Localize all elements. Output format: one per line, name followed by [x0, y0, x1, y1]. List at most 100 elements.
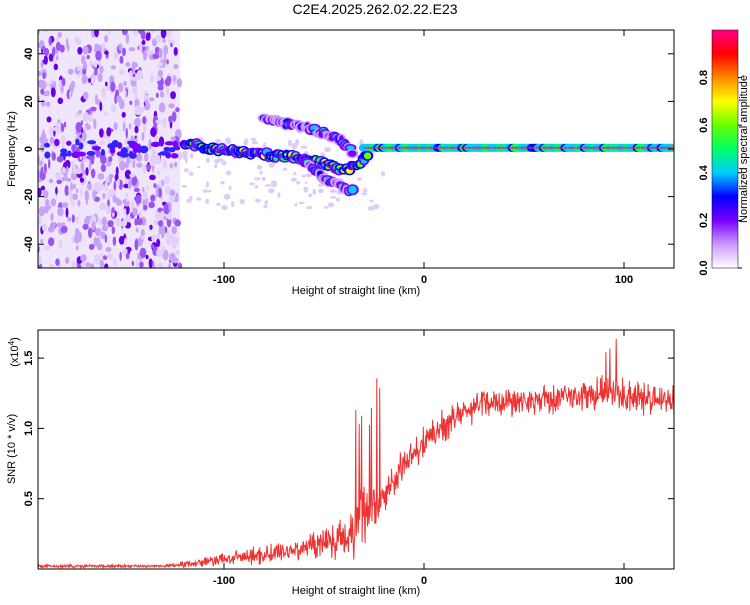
noise-speckle: [71, 193, 79, 201]
noise-speckle: [70, 172, 78, 181]
halo-dot: [205, 181, 210, 188]
halo-dot: [300, 145, 308, 149]
halo-dot: [254, 185, 259, 189]
x-tick-label: -100: [213, 274, 235, 286]
noise-speckle: [162, 158, 168, 169]
noise-speckle: [38, 187, 42, 197]
noise-speckle: [60, 84, 64, 94]
noise-speckle: [162, 117, 167, 129]
noise-speckle: [99, 101, 103, 112]
y-tick-label: 20: [23, 95, 35, 107]
noise-speckle: [171, 240, 177, 250]
halo-dot: [283, 167, 288, 171]
noise-speckle: [169, 252, 176, 264]
noise-speckle: [72, 163, 77, 175]
noise-speckle: [66, 44, 70, 52]
noise-speckle: [94, 43, 99, 54]
halo-dot: [230, 200, 235, 208]
noise-speckle: [135, 153, 143, 162]
noise-speckle: [38, 254, 42, 266]
noise-band-blob: [66, 140, 72, 146]
noise-speckle: [48, 263, 54, 268]
halo-dot: [318, 188, 324, 194]
halo-dot: [250, 137, 257, 141]
noise-speckle: [103, 111, 109, 117]
noise-speckle: [57, 97, 64, 105]
noise-speckle: [153, 219, 158, 226]
colorbar-tick-label: 0.6: [698, 118, 710, 133]
noise-band-blob: [44, 151, 51, 159]
chart-title: C2E4.2025.262.02.22.E23: [292, 1, 457, 17]
noise-speckle: [107, 199, 110, 207]
noise-speckle: [48, 36, 52, 45]
noise-speckle: [132, 86, 138, 95]
noise-speckle: [75, 188, 79, 194]
colorbar-label: Normalized spectral amplitude: [738, 75, 750, 223]
noise-speckle: [142, 116, 147, 125]
noise-band-blob: [129, 152, 137, 159]
noise-speckle: [132, 160, 136, 169]
noise-speckle: [171, 237, 178, 242]
noise-band-blob: [75, 138, 80, 146]
noise-speckle: [90, 106, 97, 112]
halo-dot: [184, 157, 188, 164]
noise-speckle: [135, 257, 140, 268]
noise-speckle: [155, 92, 159, 98]
noise-speckle: [139, 247, 147, 259]
noise-speckle: [171, 39, 175, 46]
noise-speckle: [89, 263, 95, 268]
noise-speckle: [99, 259, 105, 268]
halo-dot: [369, 199, 374, 203]
noise-speckle: [130, 200, 135, 211]
halo-dot: [256, 164, 263, 170]
noise-speckle: [136, 217, 143, 226]
noise-speckle: [119, 99, 125, 110]
noise-band-blob: [60, 148, 68, 154]
noise-speckle: [49, 136, 55, 144]
noise-speckle: [42, 30, 49, 33]
upper-track-mark: [346, 145, 355, 150]
x-tick-label: 0: [421, 575, 427, 587]
halo-dot: [188, 171, 194, 177]
noise-speckle: [141, 132, 145, 141]
noise-speckle: [161, 245, 165, 254]
noise-speckle: [48, 178, 54, 184]
noise-speckle: [134, 105, 142, 116]
x-tick-label: -100: [213, 575, 235, 587]
noise-speckle: [97, 173, 105, 180]
noise-speckle: [173, 46, 178, 56]
noise-speckle: [66, 177, 72, 183]
noise-speckle: [43, 163, 47, 174]
noise-speckle: [157, 170, 161, 176]
noise-speckle: [94, 94, 98, 104]
noise-speckle: [83, 91, 89, 100]
snr-ylabel: SNR (10 * v/v): [6, 414, 18, 484]
noise-speckle: [170, 136, 176, 142]
noise-speckle: [125, 61, 131, 67]
noise-speckle: [116, 178, 120, 188]
noise-speckle: [90, 168, 96, 179]
halo-dot: [216, 202, 221, 206]
noise-speckle: [43, 47, 50, 57]
noise-speckle: [118, 82, 124, 93]
noise-speckle: [167, 38, 173, 44]
noise-speckle: [146, 31, 151, 41]
noise-speckle: [42, 223, 48, 232]
noise-speckle: [110, 81, 116, 92]
halo-dot: [367, 205, 375, 211]
noise-speckle: [97, 72, 103, 83]
noise-speckle: [173, 74, 176, 83]
noise-speckle: [64, 172, 68, 182]
halo-dot: [216, 157, 224, 162]
noise-speckle: [144, 152, 149, 162]
noise-band-blob: [71, 151, 81, 159]
noise-speckle: [134, 117, 141, 128]
noise-speckle: [61, 77, 66, 87]
noise-speckle: [162, 38, 166, 43]
noise-speckle: [115, 166, 119, 177]
noise-band-blob: [100, 148, 106, 156]
halo-dot: [205, 198, 210, 204]
noise-speckle: [150, 127, 157, 137]
noise-speckle: [127, 214, 131, 223]
spectrogram-ylabel: Frequency (Hz): [6, 111, 18, 187]
